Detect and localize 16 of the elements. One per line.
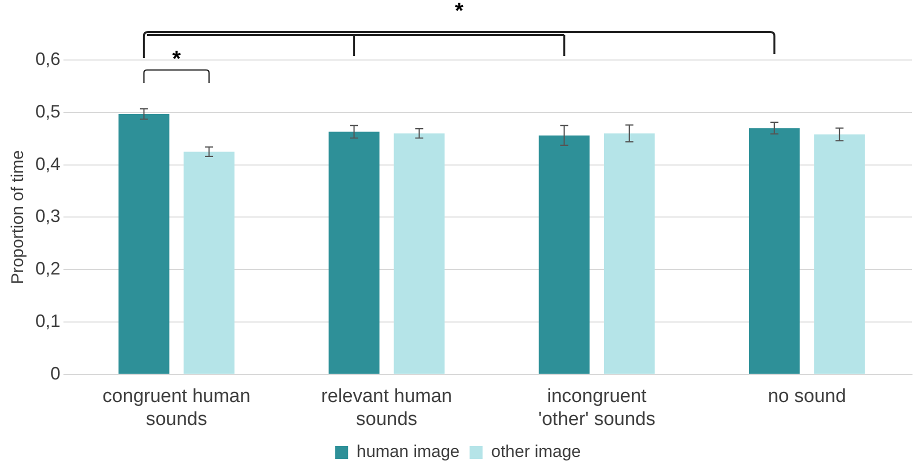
y-tick-label: 0,3	[35, 206, 60, 226]
y-tick-label: 0,6	[35, 48, 60, 69]
y-tick-label: 0,5	[35, 101, 60, 122]
x-tick-label: relevant human sounds	[321, 386, 452, 430]
y-tick-label: 0,2	[35, 258, 60, 279]
y-tick-label: 0	[50, 363, 60, 384]
legend-label: human image	[356, 442, 460, 462]
x-tick-label: no sound	[768, 386, 846, 408]
y-tick-label: 0,4	[35, 154, 60, 174]
y-tick-label: 0,1	[35, 310, 60, 331]
annotation: *	[172, 46, 182, 72]
x-tick-label: incongruent 'other' sounds	[538, 386, 656, 430]
legend-label: other image	[491, 442, 581, 462]
y-axis-title: Proportion of time	[8, 150, 27, 284]
x-tick-label: congruent human sounds	[102, 386, 250, 430]
text: *	[454, 0, 464, 24]
